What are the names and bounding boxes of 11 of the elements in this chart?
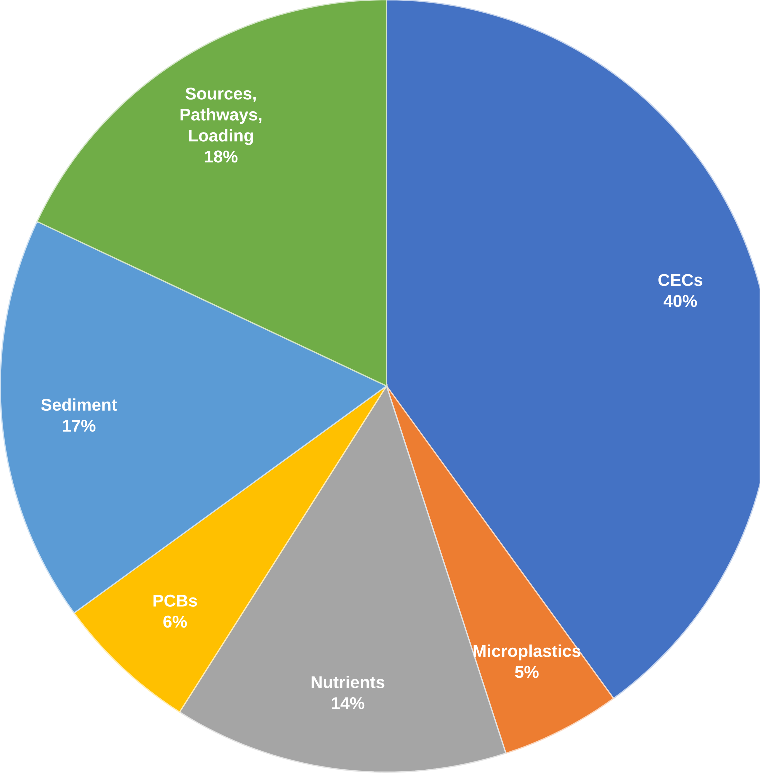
data-label: 6% (164, 616, 188, 628)
data-label: 40% (664, 295, 698, 308)
slice-label: CECs (658, 274, 703, 286)
data-label: 18% (205, 150, 238, 163)
data-label: 17% (63, 420, 96, 432)
slice-label: Sediment (41, 398, 118, 412)
slice-label: PCBs (154, 594, 198, 607)
slice-label: Sources, Pathways, Loading (180, 88, 262, 146)
data-label: 14% (332, 697, 365, 710)
data-label: 5% (515, 666, 539, 678)
slice-label: Nutrients (312, 676, 385, 688)
